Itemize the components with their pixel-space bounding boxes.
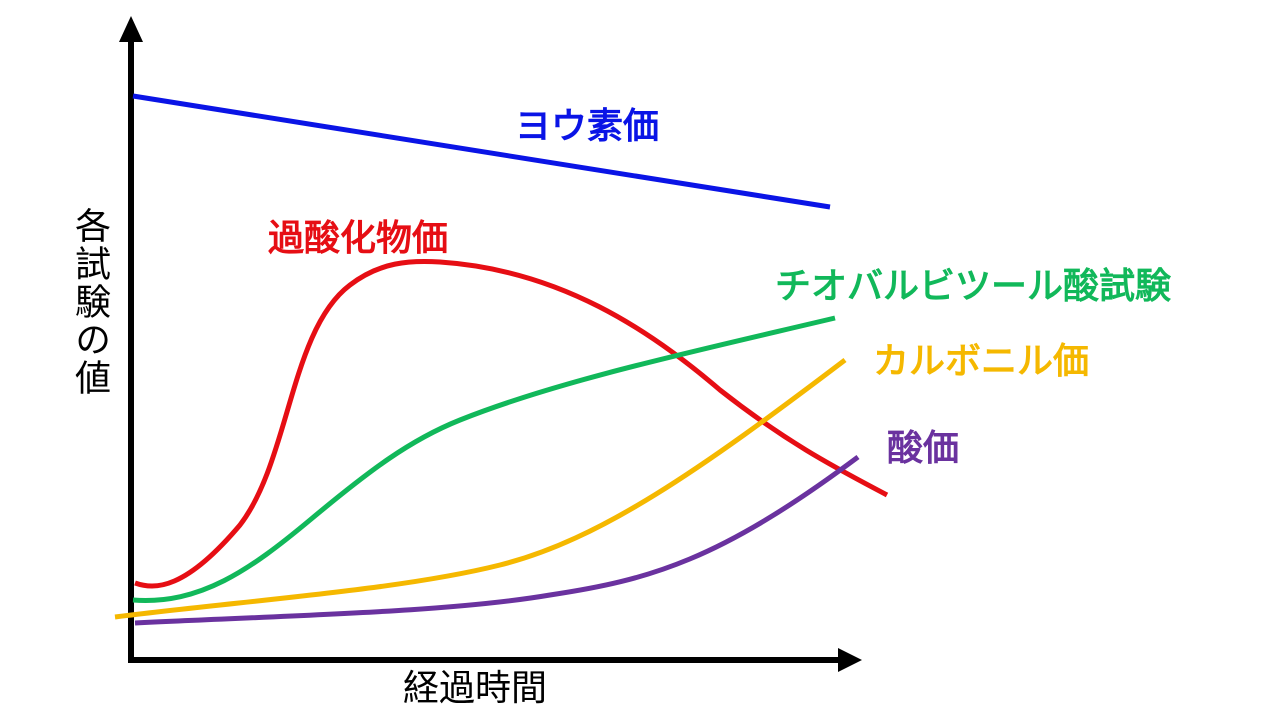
curve bbox=[134, 454, 860, 626]
curve bbox=[134, 258, 889, 589]
curve bbox=[132, 315, 836, 603]
y-arrow bbox=[119, 16, 143, 42]
curve-label: カルボニル価 bbox=[873, 341, 1089, 382]
y-axis-label: 各試験の値 bbox=[69, 207, 111, 397]
x-axis-label: 経過時間 bbox=[403, 668, 547, 709]
axes bbox=[119, 16, 862, 672]
curve-label: ヨウ素価 bbox=[515, 106, 659, 147]
curve-label: チオバルビツール酸試験 bbox=[775, 266, 1172, 307]
curve bbox=[132, 93, 831, 210]
curve-label: 酸価 bbox=[887, 428, 959, 469]
curve bbox=[114, 358, 847, 620]
x-arrow bbox=[838, 648, 862, 672]
curve-label: 過酸化物価 bbox=[268, 218, 448, 259]
